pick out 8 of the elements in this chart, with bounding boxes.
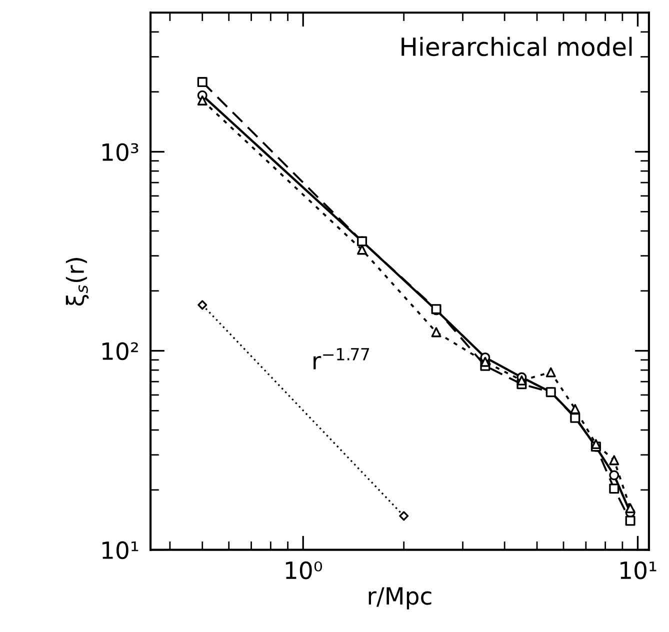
x-axis-title: r/Mpc: [368, 587, 432, 610]
x-tick-label: 10⁰: [286, 561, 322, 580]
y-tick-label: 10³: [102, 143, 138, 162]
text: Hierarchical model: [402, 36, 632, 56]
y-axis-title: ξ$_{s}$(r): [66, 258, 89, 306]
y-tick-label: 10¹: [102, 541, 138, 560]
series-label: r$^{−1.77}$: [314, 348, 370, 370]
y-tick-label: 10²: [102, 342, 138, 360]
